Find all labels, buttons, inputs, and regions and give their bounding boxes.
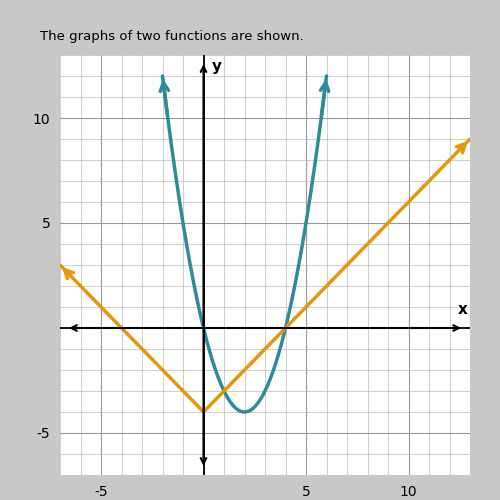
Text: y: y (212, 59, 222, 74)
Text: The graphs of two functions are shown.: The graphs of two functions are shown. (40, 30, 304, 43)
Text: x: x (458, 302, 468, 318)
